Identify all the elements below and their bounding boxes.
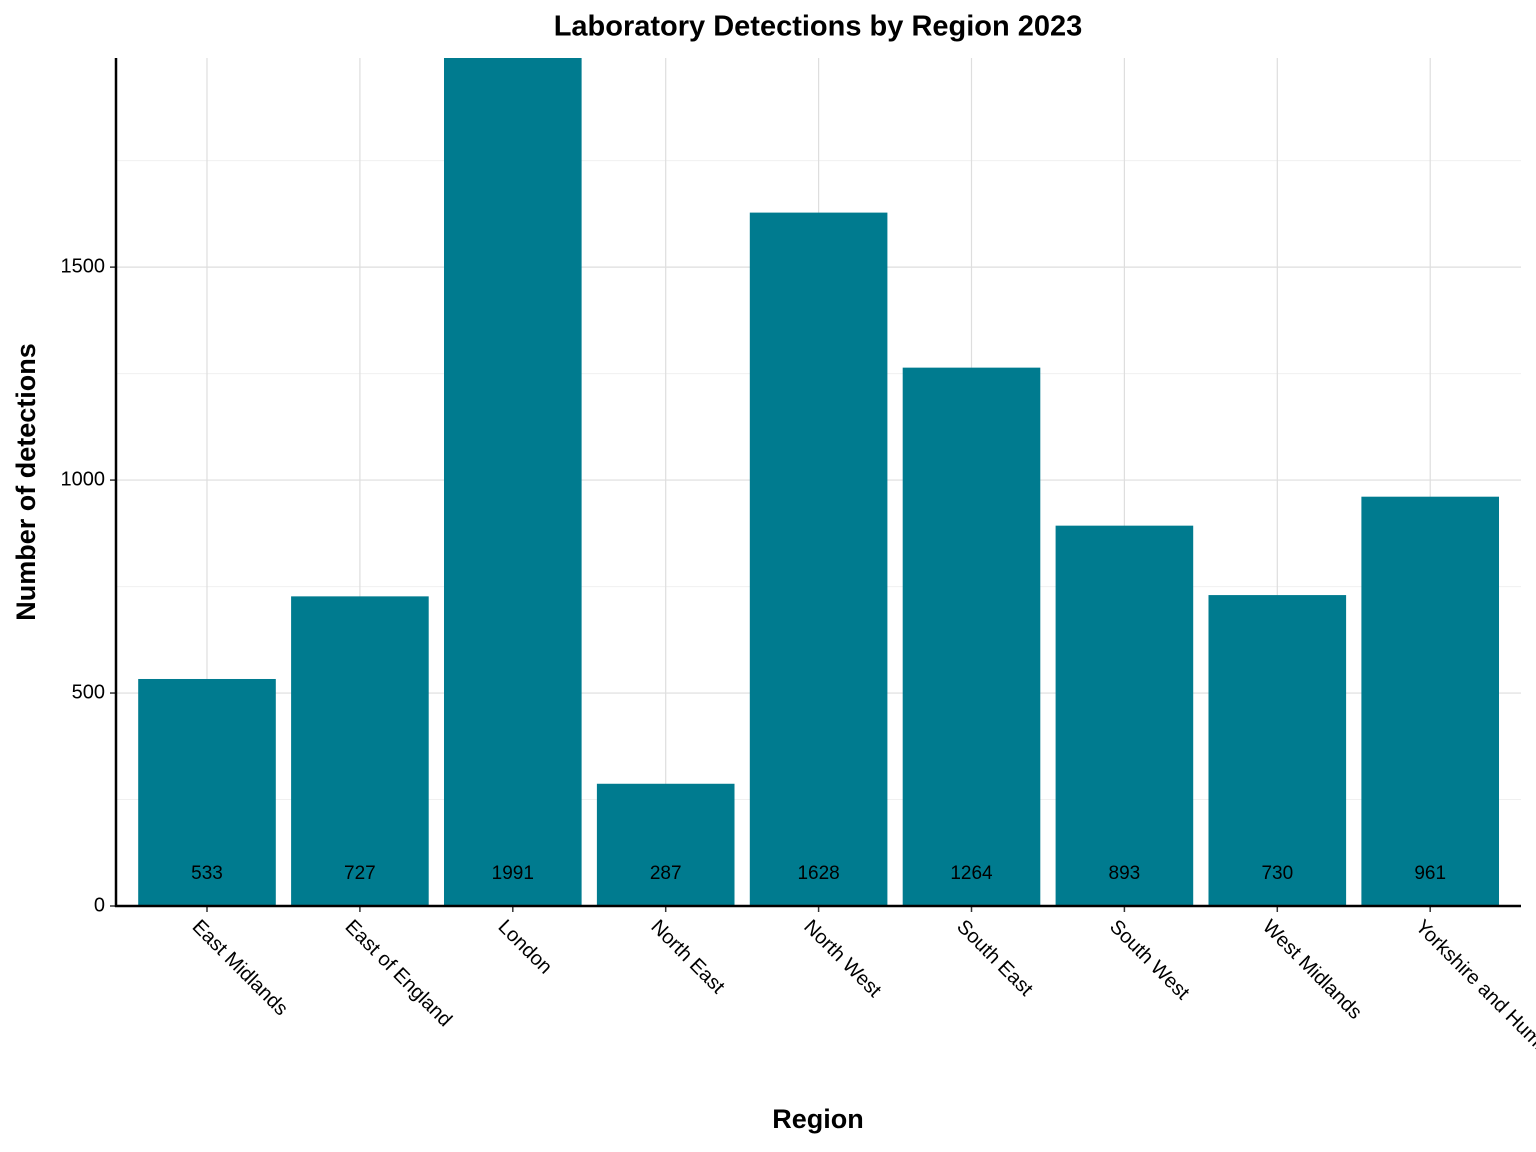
- value-label: 727: [344, 863, 376, 884]
- x-axis-title: Region: [772, 1104, 864, 1134]
- x-tick-label: North East: [646, 916, 729, 999]
- bar: [1208, 595, 1347, 906]
- y-tick-label: 0: [94, 894, 105, 916]
- value-label: 1264: [950, 863, 993, 884]
- value-label: 287: [650, 863, 682, 884]
- value-label: 893: [1109, 863, 1141, 884]
- bar: [749, 212, 888, 907]
- x-tick-label: London: [494, 916, 557, 979]
- x-tick-label: Yorkshire and Humber: [1411, 916, 1536, 1072]
- chart-title: Laboratory Detections by Region 2023: [554, 11, 1083, 43]
- value-label: 533: [191, 863, 223, 884]
- value-label: 1991: [492, 863, 534, 884]
- bar: [902, 367, 1041, 907]
- y-tick-label: 500: [72, 681, 105, 703]
- bar: [1055, 525, 1194, 906]
- y-axis-title: Number of detections: [11, 343, 41, 621]
- y-tick-label: 1000: [61, 468, 106, 490]
- x-tick-label: West Midlands: [1258, 916, 1366, 1024]
- y-tick-label: 1500: [61, 255, 106, 277]
- x-tick-label: South East: [952, 916, 1037, 1001]
- bar: [1361, 496, 1500, 906]
- bar: [596, 783, 735, 906]
- bar: [443, 58, 582, 906]
- x-tick-label: South West: [1105, 916, 1194, 1005]
- x-tick-label: North West: [799, 916, 885, 1002]
- value-label: 961: [1414, 863, 1446, 884]
- x-tick-label: East of England: [341, 916, 456, 1031]
- value-label: 730: [1261, 863, 1293, 884]
- value-label: 1628: [797, 863, 839, 884]
- x-tick-label: East Midlands: [188, 916, 292, 1020]
- bar: [291, 596, 429, 906]
- bar: [138, 678, 276, 906]
